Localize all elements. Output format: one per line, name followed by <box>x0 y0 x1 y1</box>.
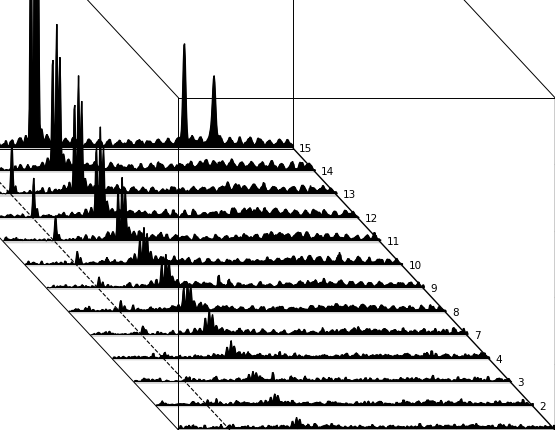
Text: 7: 7 <box>474 331 481 341</box>
Text: 13: 13 <box>343 190 356 200</box>
Polygon shape <box>0 76 337 196</box>
Polygon shape <box>0 0 294 148</box>
Text: 15: 15 <box>299 144 312 154</box>
Text: 193.0 nm: 193.0 nm <box>0 429 1 430</box>
Text: 11: 11 <box>386 237 400 247</box>
Polygon shape <box>91 310 468 336</box>
Text: 12: 12 <box>365 214 378 224</box>
Polygon shape <box>178 418 555 430</box>
Text: 10: 10 <box>408 261 421 271</box>
Text: 4: 4 <box>496 355 502 365</box>
Text: 2: 2 <box>539 402 546 412</box>
Polygon shape <box>26 227 402 266</box>
Text: 9: 9 <box>430 284 437 294</box>
Polygon shape <box>48 254 424 289</box>
Polygon shape <box>0 127 359 219</box>
Text: 14: 14 <box>321 167 334 177</box>
Polygon shape <box>113 341 490 359</box>
Polygon shape <box>157 394 533 406</box>
Polygon shape <box>0 24 315 172</box>
Polygon shape <box>69 283 446 313</box>
Text: 8: 8 <box>452 308 458 318</box>
Text: 3: 3 <box>517 378 524 388</box>
Polygon shape <box>4 177 381 243</box>
Polygon shape <box>135 372 511 383</box>
